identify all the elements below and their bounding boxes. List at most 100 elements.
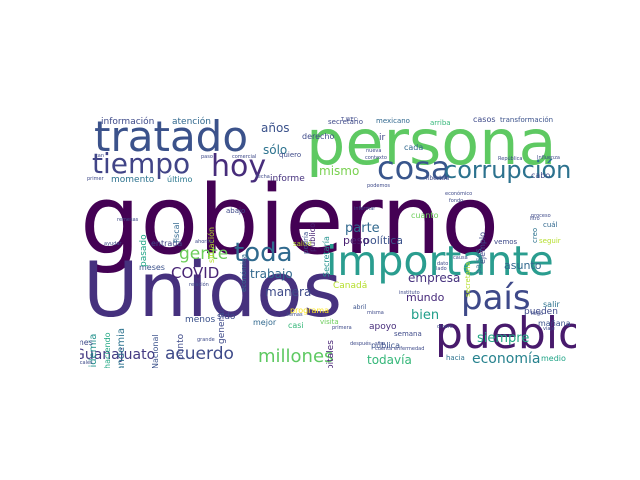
word: peso: [343, 234, 370, 247]
word: casi: [288, 321, 304, 330]
word: hospitales: [326, 340, 336, 368]
word: países: [474, 248, 483, 274]
word: cabo: [531, 171, 551, 180]
word: tratado: [94, 112, 249, 161]
word: toda: [234, 238, 293, 268]
word: acuerdo: [165, 344, 234, 364]
word: política: [363, 234, 403, 247]
word: siempre: [477, 331, 530, 346]
word: Canadá: [333, 281, 368, 291]
word: mejor: [253, 318, 277, 327]
word: arriba: [430, 119, 451, 127]
word: meses: [139, 263, 165, 272]
word-cloud: gobierno Unidos persona tratado pueblo i…: [80, 112, 576, 368]
word: mismo: [319, 164, 360, 178]
word: COVID: [171, 264, 220, 282]
word: salir: [543, 300, 560, 309]
word: comercial: [232, 154, 257, 160]
word: transformación: [500, 116, 554, 124]
word: T WEC: [341, 117, 358, 123]
word: ayudar: [104, 241, 122, 247]
word: medio: [541, 354, 566, 363]
word: información: [101, 117, 155, 127]
word: gente: [179, 244, 229, 264]
word: pública: [371, 341, 400, 350]
word: salud: [293, 240, 312, 248]
word: empresa: [408, 271, 461, 285]
word: trabajo: [250, 267, 293, 281]
word: parte: [345, 221, 380, 236]
word: grande: [197, 337, 215, 343]
word: Unidos: [83, 245, 343, 334]
word: económico: [445, 191, 473, 197]
word: cosa: [377, 149, 451, 187]
word: mundo: [406, 291, 445, 304]
word: punto: [176, 333, 186, 360]
word: instituto: [399, 290, 420, 296]
word: fiscales: [80, 360, 93, 366]
word: momento: [111, 175, 155, 185]
word: enfermedad: [394, 346, 425, 352]
word: temas: [287, 312, 303, 318]
word: Influenza: [537, 155, 560, 161]
word: libertad: [426, 175, 450, 182]
word: todavía: [367, 353, 412, 367]
word: informe: [270, 174, 305, 184]
word: gobierno: [80, 166, 500, 276]
word: podría: [302, 231, 310, 254]
word: económica: [240, 253, 248, 292]
word: cuanto: [411, 211, 439, 220]
word: apoyo: [369, 322, 397, 332]
word: podemos: [367, 183, 391, 189]
word: pasado: [139, 234, 149, 267]
word: pueblo: [435, 308, 576, 359]
word: litro: [530, 216, 540, 222]
word: bien: [411, 308, 440, 323]
word: después: [350, 341, 371, 347]
word: país: [461, 278, 531, 318]
word: lado: [436, 266, 447, 272]
word: visita: [320, 318, 339, 326]
word: atención: [172, 117, 211, 127]
word: persona: [306, 112, 557, 179]
word: casos: [473, 115, 496, 124]
word: primer: [87, 176, 104, 182]
word: mes: [80, 338, 93, 347]
word: llegó: [531, 311, 544, 317]
word: contexto: [365, 155, 387, 161]
word: secretario: [328, 118, 363, 126]
word: paso: [201, 154, 213, 160]
word: relación: [189, 282, 209, 288]
word: mañana: [538, 319, 571, 328]
word: importante: [326, 237, 554, 285]
word: ahorita: [195, 239, 213, 245]
word: informar: [354, 206, 376, 212]
word: creo: [531, 227, 539, 243]
word: derecho: [302, 132, 335, 141]
word: sido: [217, 312, 236, 322]
word: abajo: [226, 207, 246, 215]
word: misma: [367, 310, 384, 316]
word: proceso: [531, 213, 551, 219]
word: dinero: [437, 324, 453, 330]
word: fondo: [449, 198, 464, 204]
word: último: [167, 175, 193, 184]
word: remesas: [117, 217, 139, 223]
word: programa: [290, 306, 330, 315]
word: Nacional: [151, 334, 160, 368]
word: pueden: [524, 307, 558, 317]
word: menos: [185, 315, 216, 325]
word: cuenta: [375, 346, 393, 352]
word: dato: [437, 261, 449, 267]
word: semana: [394, 330, 422, 338]
word: primera: [332, 325, 352, 331]
word: Secretaría: [322, 236, 331, 277]
word: nueva: [366, 148, 382, 154]
word: causa: [453, 255, 468, 261]
word: entrada: [151, 239, 183, 248]
word: fiscal: [172, 222, 181, 243]
word: quiero: [279, 151, 302, 159]
word: mexicano: [376, 117, 410, 125]
word: asunto: [504, 259, 542, 272]
word: público: [308, 223, 317, 252]
